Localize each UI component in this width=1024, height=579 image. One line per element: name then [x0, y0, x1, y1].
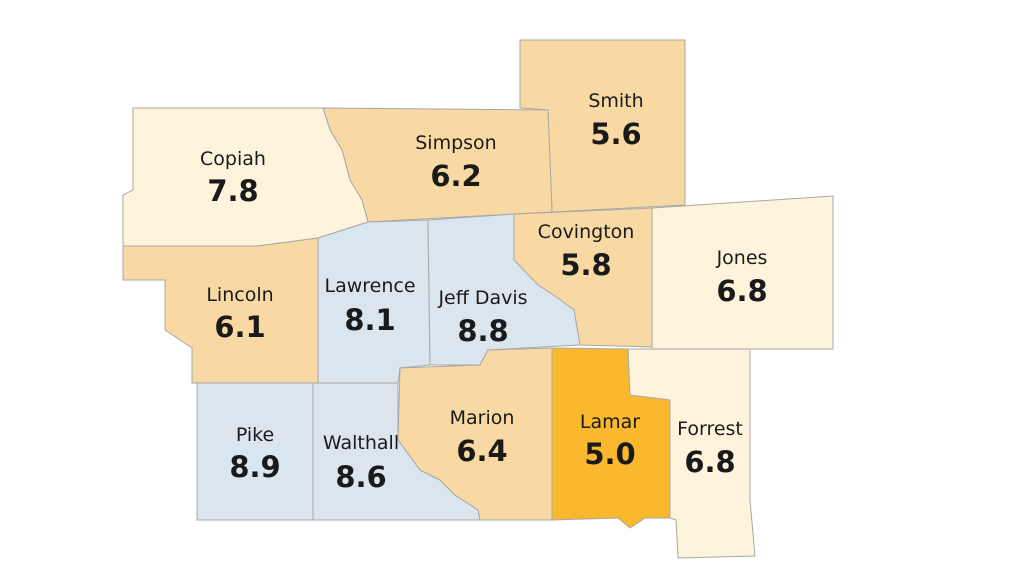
county-lincoln[interactable]: [122, 237, 319, 384]
label-lincoln-name: Lincoln: [206, 284, 273, 306]
county-lawrence[interactable]: [317, 219, 431, 384]
county-labels: Copiah 7.8 Simpson 6.2 Smith 5.6 Covingt…: [200, 90, 768, 494]
label-smith-name: Smith: [588, 90, 643, 112]
label-simpson-name: Simpson: [415, 132, 496, 154]
county-jones[interactable]: [651, 195, 834, 350]
label-lamar-value: 5.0: [584, 437, 635, 471]
label-jones-value: 6.8: [716, 274, 767, 308]
label-covington-value: 5.8: [560, 248, 611, 282]
county-jeff-davis[interactable]: [427, 213, 581, 366]
label-simpson-value: 6.2: [430, 159, 481, 193]
label-jeff-davis-name: Jeff Davis: [437, 287, 527, 309]
county-forrest[interactable]: [627, 348, 756, 559]
label-copiah-value: 7.8: [207, 174, 258, 208]
label-marion-value: 6.4: [456, 434, 507, 468]
label-smith-value: 5.6: [590, 117, 641, 151]
label-jeff-davis-value: 8.8: [457, 314, 508, 348]
county-marion[interactable]: [397, 347, 553, 521]
label-lawrence-name: Lawrence: [324, 275, 415, 297]
label-covington-name: Covington: [538, 221, 635, 243]
label-walthall-name: Walthall: [323, 432, 399, 454]
label-lamar-name: Lamar: [580, 411, 640, 433]
label-jones-name: Jones: [716, 247, 768, 269]
label-pike-value: 8.9: [229, 450, 280, 484]
label-pike-name: Pike: [236, 424, 274, 446]
label-copiah-name: Copiah: [200, 148, 266, 170]
label-marion-name: Marion: [450, 407, 515, 429]
label-forrest-value: 6.8: [684, 445, 735, 479]
label-lawrence-value: 8.1: [344, 303, 395, 337]
label-walthall-value: 8.6: [335, 460, 386, 494]
label-lincoln-value: 6.1: [214, 310, 265, 344]
label-forrest-name: Forrest: [677, 418, 743, 440]
